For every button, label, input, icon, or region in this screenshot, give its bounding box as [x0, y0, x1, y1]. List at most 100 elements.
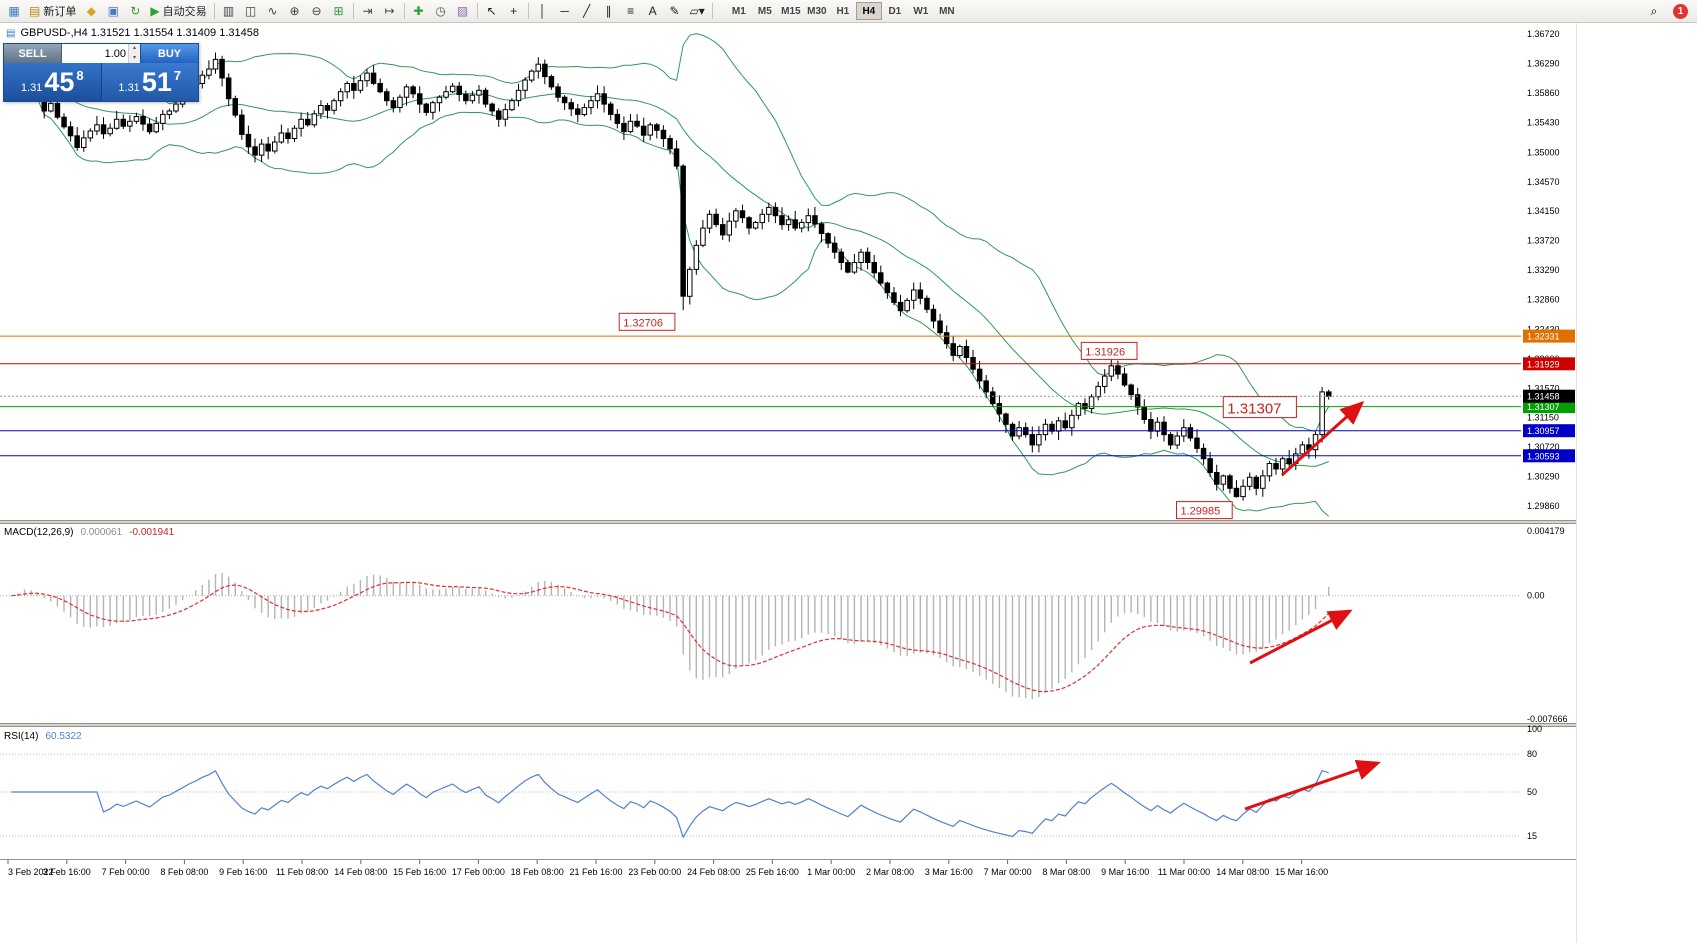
candle-body — [305, 118, 311, 126]
time-label: 3 Feb 16:00 — [43, 867, 91, 877]
timeframe-mn[interactable]: MN — [934, 2, 960, 20]
sell-button[interactable]: SELL — [4, 44, 62, 63]
timeframe-w1[interactable]: W1 — [908, 2, 934, 20]
candle-body — [687, 268, 693, 297]
chart-canvas[interactable]: 1.36720 1.36290 1.35860 1.35430 1.35000 1.345… — [0, 23, 1576, 943]
timeframe-d1[interactable]: D1 — [882, 2, 908, 20]
trend-arrow[interactable] — [1249, 609, 1353, 665]
sell-price-prefix: 1.31 — [20, 82, 43, 94]
price-label-box[interactable] — [618, 312, 676, 331]
zoom-in-icon[interactable]: ⊕ — [284, 2, 306, 21]
candle-body — [1240, 485, 1246, 498]
timeframe-h1[interactable]: H1 — [830, 2, 856, 20]
crosshair-icon[interactable]: + — [503, 2, 525, 21]
shapes-icon[interactable]: ▱▾ — [686, 2, 709, 21]
price-axis[interactable]: 1.36720 1.36290 1.35860 1.35430 1.35000 1.345… — [1523, 29, 1575, 511]
add-indicator-icon-glyph: ✚ — [413, 4, 424, 18]
candle-body — [996, 403, 1003, 415]
price-label-text: 1.32706 — [623, 317, 663, 329]
chart-shift-icon-glyph: ↦ — [384, 4, 395, 18]
trendline-icon-glyph: ╱ — [582, 4, 591, 18]
candle-body — [146, 123, 153, 133]
candle-body — [1200, 447, 1207, 460]
price-tag[interactable] — [1523, 424, 1575, 438]
search-icon[interactable]: ⌕ — [1643, 2, 1665, 21]
timeframe-m1[interactable]: M1 — [726, 2, 752, 20]
periods-icon[interactable]: ◷ — [430, 2, 452, 21]
notification-badge[interactable]: 1 — [1673, 3, 1688, 19]
new-chart-icon[interactable]: ▦ — [3, 2, 25, 21]
timeframe-m5[interactable]: M5 — [752, 2, 778, 20]
shapes-icon-glyph: ▱▾ — [689, 4, 705, 18]
price-tag[interactable] — [1523, 357, 1575, 371]
price-tag[interactable] — [1523, 400, 1575, 414]
auto-scroll-icon[interactable]: ⇥ — [357, 2, 379, 21]
panel-separator-rsi[interactable] — [0, 723, 1576, 727]
candlestick-chart-icon[interactable]: ◫ — [240, 2, 262, 21]
zoom-out-icon[interactable]: ⊖ — [306, 2, 328, 21]
price-axis-label: 1.35860 — [1527, 88, 1560, 98]
tile-windows-icon[interactable]: ⊞ — [328, 2, 350, 21]
candle-body — [1141, 406, 1147, 421]
profiles-icon-glyph: ▣ — [107, 4, 120, 18]
volume-down-icon[interactable]: ▾ — [129, 53, 140, 63]
buy-button[interactable]: BUY — [140, 44, 198, 63]
candles — [8, 52, 1332, 501]
trend-arrow[interactable] — [1244, 759, 1381, 811]
candle-body — [627, 120, 634, 133]
volume-up-icon[interactable]: ▴ — [129, 44, 140, 54]
price-tag[interactable] — [1523, 389, 1575, 403]
chart-shift-icon[interactable]: ↦ — [379, 2, 401, 21]
toolbar-items: ▦ ▤ 新订单 ◆ ▣ ↻ ▶ 自动交易 ▥ ◫ ∿ ⊕ ⊖ ⊞ ⇥ ↦ ✚ ◷ ▨ ↖ + │ ─ ╱ ∥ ≡ A ✎ ▱▾ — [3, 2, 716, 21]
buy-price-display[interactable]: 1.31 51 7 — [101, 63, 198, 101]
volume-input[interactable] — [62, 44, 128, 63]
bar-chart-icon[interactable]: ▥ — [218, 2, 240, 21]
text-icon[interactable]: A — [642, 2, 664, 21]
price-tag[interactable] — [1523, 449, 1575, 463]
bollinger-bands — [10, 33, 1330, 517]
horizontal-line-icon[interactable]: ─ — [554, 2, 576, 21]
timeframe-h4[interactable]: H4 — [855, 2, 882, 20]
candle-body — [107, 127, 113, 135]
timeframe-m15[interactable]: M15 — [778, 2, 804, 20]
candle-body — [640, 125, 647, 136]
add-indicator-icon[interactable]: ✚ — [408, 2, 430, 21]
new-order-button[interactable]: ▤ 新订单 — [25, 2, 80, 21]
price-tag-text: 1.31307 — [1527, 402, 1560, 412]
candle-body — [436, 96, 443, 104]
metaeditor-icon[interactable]: ◆ — [80, 2, 102, 21]
timeframe-m30[interactable]: M30 — [804, 2, 830, 20]
candle-body — [1194, 437, 1200, 449]
panel-separator-macd[interactable] — [0, 520, 1576, 524]
time-label: 3 Mar 16:00 — [925, 867, 973, 877]
candle-body — [331, 100, 337, 111]
refresh-icon-glyph: ↻ — [130, 4, 141, 18]
label-icon[interactable]: ✎ — [664, 2, 686, 21]
candle-body — [752, 222, 759, 229]
sell-price-display[interactable]: 1.31 45 8 — [4, 63, 102, 101]
trend-arrow[interactable] — [1280, 400, 1365, 477]
line-chart-icon[interactable]: ∿ — [262, 2, 284, 21]
price-tag-text: 1.32331 — [1527, 332, 1560, 342]
autotrading-button[interactable]: ▶ 自动交易 — [146, 2, 210, 21]
macd-axis-label: 0.00 — [1527, 591, 1545, 601]
time-label: 21 Feb 16:00 — [569, 867, 622, 877]
refresh-icon[interactable]: ↻ — [124, 2, 146, 21]
channel-icon[interactable]: ∥ — [598, 2, 620, 21]
price-label-box[interactable] — [1176, 501, 1233, 520]
cursor-icon[interactable]: ↖ — [481, 2, 503, 21]
vertical-line-icon[interactable]: │ — [532, 2, 554, 21]
trendline-icon[interactable]: ╱ — [576, 2, 598, 21]
price-tag[interactable] — [1523, 329, 1575, 343]
candle-body — [410, 86, 416, 95]
templates-icon[interactable]: ▨ — [452, 2, 474, 21]
candle-body — [680, 165, 686, 297]
profiles-icon[interactable]: ▣ — [102, 2, 124, 21]
time-label: 9 Mar 16:00 — [1101, 867, 1149, 877]
candle-body — [1115, 365, 1121, 375]
candle-body — [120, 118, 126, 127]
price-label-box[interactable] — [1222, 396, 1297, 419]
price-label-box[interactable] — [1080, 341, 1138, 360]
fibonacci-icon[interactable]: ≡ — [620, 2, 642, 21]
